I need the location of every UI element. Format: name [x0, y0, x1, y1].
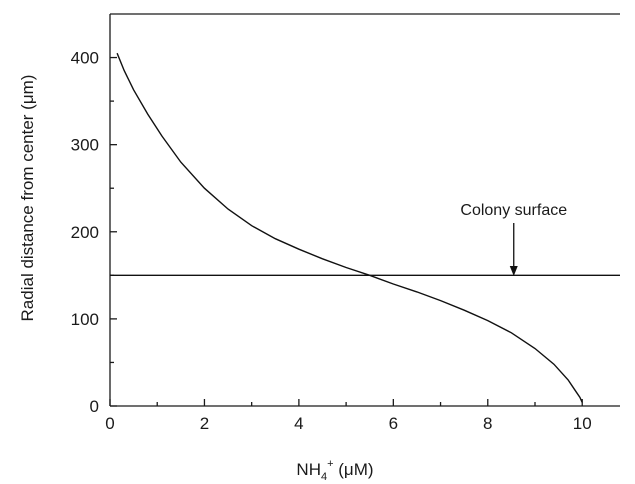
x-tick-label: 10 [573, 414, 592, 433]
x-axis-title: NH4+ (μM) [296, 458, 373, 483]
y-tick-labels: 0 100 200 300 400 [71, 49, 99, 416]
x-tick-label: 2 [200, 414, 209, 433]
x-tick-label: 4 [294, 414, 303, 433]
x-axis-title-superscript: + [327, 458, 333, 470]
x-tick-label: 8 [483, 414, 492, 433]
annotation-text: Colony surface [460, 202, 567, 219]
series-line [116, 52, 583, 403]
x-axis-title-prefix: NH [296, 460, 321, 479]
x-tick-labels: 0 2 4 6 8 10 [105, 414, 591, 433]
y-tick-label: 0 [90, 397, 99, 416]
y-tick-label: 100 [71, 310, 99, 329]
annotation-group: Colony surface [460, 202, 567, 276]
y-tick-label: 200 [71, 223, 99, 242]
axis-ticks [109, 56, 583, 407]
series-group [110, 52, 620, 403]
annotation-arrow-head [509, 265, 518, 276]
x-axis-title-subscript: 4 [321, 471, 327, 483]
y-tick-label: 300 [71, 136, 99, 155]
y-axis-title: Radial distance from center (μm) [18, 75, 37, 322]
x-axis-title-unit: (μM) [334, 460, 374, 479]
y-tick-label: 400 [71, 49, 99, 68]
x-tick-label: 0 [105, 414, 114, 433]
x-tick-label: 6 [389, 414, 398, 433]
